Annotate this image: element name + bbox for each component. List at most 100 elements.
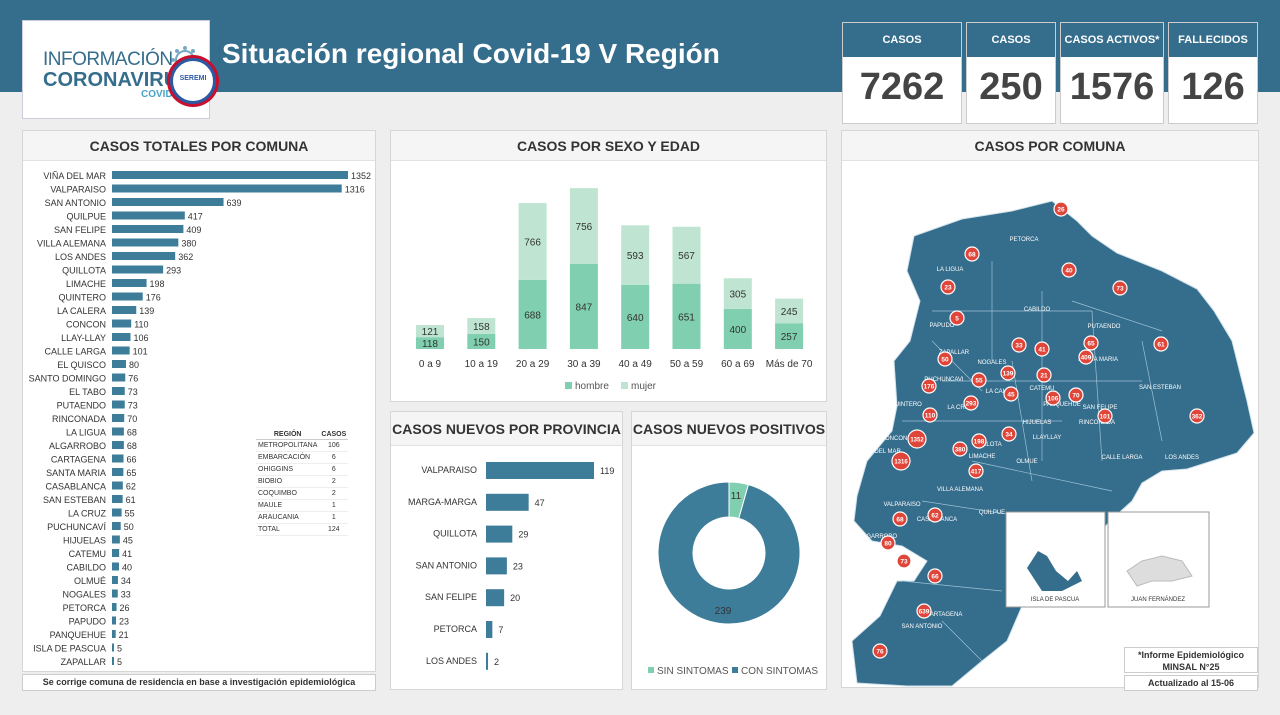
map-pin-value: 68 xyxy=(968,252,976,259)
bar-hombre xyxy=(416,337,444,349)
x-tick-label: Más de 70 xyxy=(766,359,813,370)
map-label: SANTA MARIA xyxy=(1078,357,1118,363)
map-pin-value: 1352 xyxy=(910,438,924,444)
provincia-label: VALPARAISO xyxy=(421,465,477,475)
map-pin-value: 73 xyxy=(1116,286,1124,293)
comuna-label: LA CALERA xyxy=(57,306,106,316)
data-label-hombre: 150 xyxy=(473,337,490,348)
map-label: CARTAGENA xyxy=(926,612,963,618)
map-label: CABILDO xyxy=(1024,307,1051,313)
map-pin-value: 62 xyxy=(931,513,939,520)
table-row: ARAUCANIA 1 xyxy=(256,511,349,524)
comuna-value: 139 xyxy=(139,306,154,316)
map-pin-value: 76 xyxy=(876,649,884,656)
comuna-bar xyxy=(112,576,118,584)
map-pin xyxy=(880,535,896,551)
map-pin-value: 55 xyxy=(975,378,983,385)
provincia-bar xyxy=(486,621,493,638)
comuna-label: EL TABO xyxy=(69,387,106,397)
map-label: NOGALES xyxy=(977,360,1006,366)
map-pin-value: 409 xyxy=(1081,355,1092,362)
region-cases-cell: 6 xyxy=(319,451,349,464)
comuna-bar xyxy=(112,171,348,179)
comuna-label: VALPARAISO xyxy=(50,185,106,195)
comuna-label: LA LIGUA xyxy=(66,428,106,438)
comuna-label: PETORCA xyxy=(63,603,106,613)
comuna-value: 293 xyxy=(166,266,181,276)
map-pin xyxy=(964,246,980,262)
comuna-bar xyxy=(112,400,125,409)
map-label: LA CALERA xyxy=(986,389,1019,395)
legend-label-sin: SIN SINTOMAS xyxy=(657,666,729,677)
comuna-label: LLAY-LLAY xyxy=(61,333,106,343)
map-pin xyxy=(1189,408,1205,424)
table-row: METROPOLITANA 106 xyxy=(256,439,349,452)
inset-label: JUAN FERNÁNDEZ xyxy=(1131,596,1185,603)
slice-label-sin: 11 xyxy=(731,491,742,502)
comuna-value: 101 xyxy=(133,347,148,357)
panel-sexo-edad: CASOS POR SEXO Y EDAD 118 121 0 a 9 150 158 1… xyxy=(390,130,827,402)
comuna-bar xyxy=(112,184,342,193)
comuna-bar xyxy=(112,333,131,341)
map-pin xyxy=(971,433,987,449)
comuna-value: 34 xyxy=(121,576,131,586)
bar-mujer xyxy=(672,226,701,284)
map-pin xyxy=(921,378,937,394)
map-pin-value: 110 xyxy=(925,413,936,420)
region-name-cell: OHIGGINS xyxy=(256,463,320,476)
updated-note: Actualizado al 15-06 xyxy=(1124,675,1258,691)
map-pin xyxy=(896,553,912,569)
map-label: CATEMU xyxy=(1030,386,1055,392)
logo-line1: INFORMACIÓN xyxy=(43,49,173,70)
legend-label-con: CON SINTOMAS xyxy=(741,666,818,677)
region-cases-cell: 1 xyxy=(319,511,349,524)
comuna-label: CATEMU xyxy=(69,549,106,559)
map-label: LLAYLLAY xyxy=(1033,435,1061,441)
map-label: RINCONADA xyxy=(1079,420,1115,426)
map-pin xyxy=(937,351,953,367)
map-label: QUILPUE xyxy=(979,510,1005,516)
map-label: QUINTERO xyxy=(890,402,922,408)
map-pin xyxy=(940,279,956,295)
x-tick-label: 30 a 39 xyxy=(567,359,601,370)
comuna-label: CABILDO xyxy=(66,563,106,573)
map-pin-value: 5 xyxy=(955,316,959,323)
comuna-value: 62 xyxy=(126,482,136,492)
map-pin-value: 73 xyxy=(900,559,908,566)
inset-isla-de-pascua xyxy=(1005,511,1106,608)
comuna-value: 5 xyxy=(117,644,122,654)
comuna-bar xyxy=(112,414,125,422)
table-row: OHIGGINS 6 xyxy=(256,463,349,476)
bar-hombre xyxy=(518,279,547,349)
provincia-label: LOS ANDES xyxy=(426,656,477,666)
data-label-hombre: 640 xyxy=(627,313,644,324)
positivos-donut-chart: 11 239 SIN SINTOMAS CON SINTOMAS xyxy=(648,481,818,677)
comuna-bar xyxy=(112,306,137,314)
comuna-bar xyxy=(112,589,118,598)
comuna-value: 198 xyxy=(150,279,165,289)
map-pin-value: 26 xyxy=(1057,207,1065,214)
comuna-value: 380 xyxy=(181,239,196,249)
map-pin-value: 66 xyxy=(931,574,939,581)
comuna-value: 33 xyxy=(121,590,131,600)
map-pin xyxy=(1112,280,1128,296)
provincia-label: SAN ANTONIO xyxy=(416,560,477,570)
comuna-bar xyxy=(112,427,124,436)
provincia-bar xyxy=(486,557,507,575)
x-tick-label: 40 a 49 xyxy=(619,359,653,370)
comuna-value: 68 xyxy=(127,428,137,438)
comuna-bar xyxy=(112,522,121,530)
provincia-value: 119 xyxy=(600,466,614,476)
comuna-value: 417 xyxy=(188,212,203,222)
comuna-label: SAN ESTEBAN xyxy=(43,495,106,505)
table-row: MAULE 1 xyxy=(256,499,349,512)
map-pin xyxy=(891,451,911,471)
seal-text: SEREMI xyxy=(179,75,207,82)
comuna-label: CALLE LARGA xyxy=(44,347,106,357)
map-label: OLMUE xyxy=(1016,459,1037,465)
map-pin xyxy=(963,395,979,411)
panel-title: CASOS NUEVOS POSITIVOS xyxy=(632,412,826,446)
panel-title: CASOS TOTALES POR COMUNA xyxy=(23,131,375,161)
comuna-bar xyxy=(112,441,124,449)
map-label: SAN ESTEBAN xyxy=(1139,385,1181,391)
